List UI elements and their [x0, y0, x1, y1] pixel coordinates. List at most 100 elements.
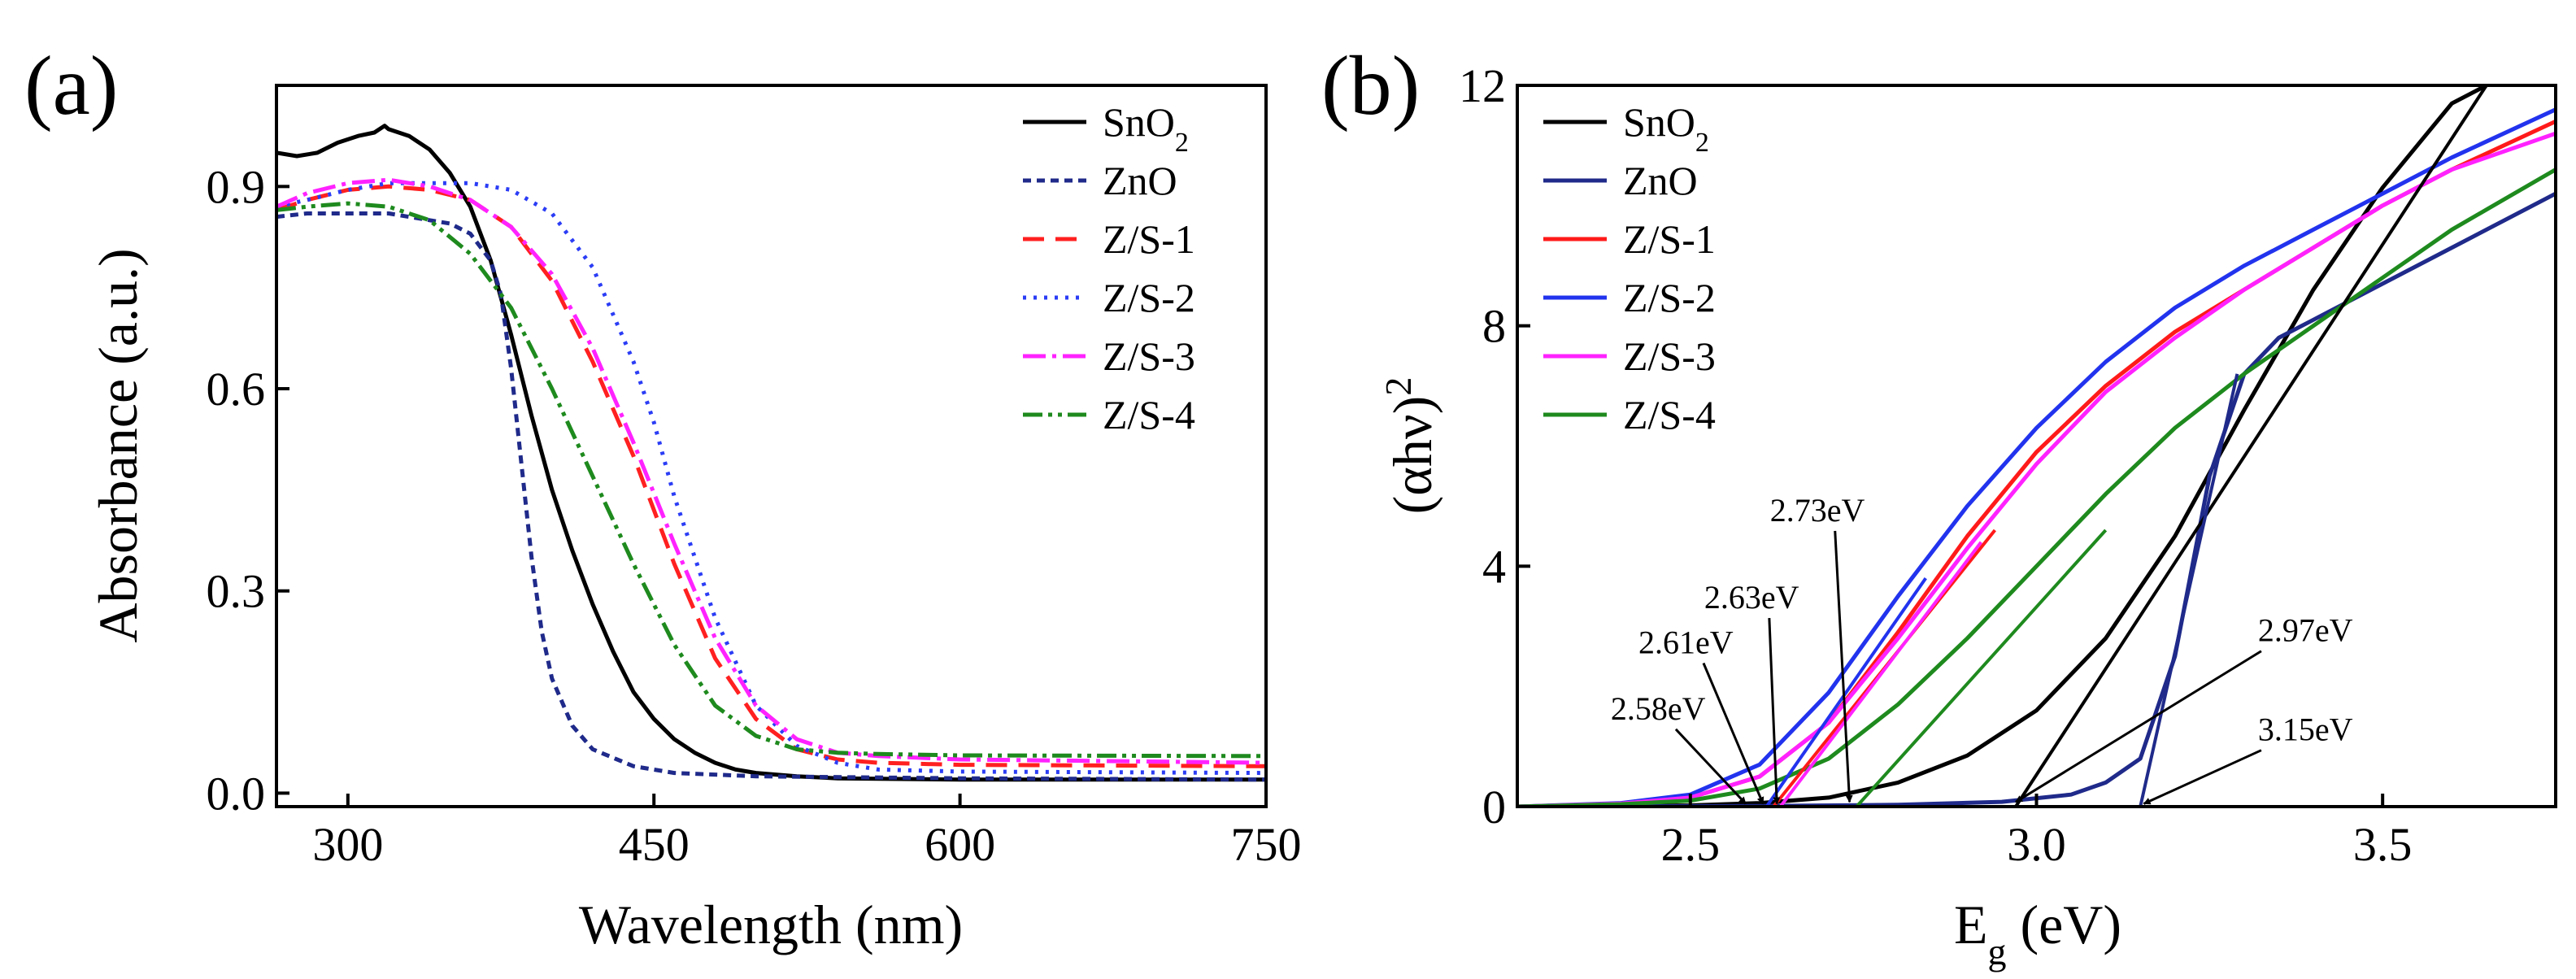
y-axis-a: 0.0 0.3 0.6 0.9 [207, 160, 289, 820]
x-tick-label-b-2.5: 2.5 [1661, 818, 1721, 871]
y-tick-a-1: 0.3 [207, 565, 289, 618]
x-tick-label-a-450: 450 [619, 818, 690, 871]
y-axis-label-a: Absorbance (a.u.) [87, 248, 149, 642]
y-tick-b-4: 4 [1482, 540, 1530, 593]
series-line-a-sno2 [276, 124, 1266, 782]
y-tick-label-b-12: 12 [1459, 59, 1506, 112]
annotation-label-2.58ev: 2.58eV [1611, 690, 1706, 727]
series-line-b-zs4 [1517, 168, 2556, 807]
legend-item-a-zs3: Z/S-3 [1023, 333, 1195, 379]
legend-item-a-zs1: Z/S-1 [1023, 216, 1195, 262]
y-tick-a-0: 0.0 [207, 767, 289, 820]
annotations-b: 2.58eV 2.61eV 2.63eV 2.73eV 2.97eV 3.15e… [1611, 492, 2353, 805]
tangent-line-b-zs2 [1764, 577, 1927, 807]
panel-a: (a) 300 450 600 750 0.0 0.3 0.6 0.9 Wave… [24, 39, 1302, 955]
x-axis-label-a: Wavelength (nm) [579, 894, 963, 955]
legend-label-a-zs4: Z/S-4 [1103, 392, 1195, 437]
legend-label-a-zs3: Z/S-3 [1103, 333, 1195, 379]
annotation-arrow-2.61ev [1702, 662, 1764, 805]
legend-a: SnO2 ZnO Z/S-1 Z/S-2 Z/S-3 Z/S-4 [1023, 99, 1195, 437]
series-line-b-zs3 [1517, 131, 2556, 807]
y-axis-b: 0 4 8 12 [1459, 59, 1530, 833]
series-line-a-zs1 [276, 184, 1266, 768]
y-tick-label-a-0: 0.0 [207, 767, 266, 820]
y-tick-label-b-4: 4 [1482, 540, 1506, 593]
legend-label-b-zs3: Z/S-3 [1623, 333, 1716, 379]
annotation-arrow-2.63ev [1768, 618, 1781, 805]
y-tick-b-8: 8 [1482, 300, 1530, 353]
panel-b: (b) 2.5 3.0 3.5 0 4 8 12 Eg (eV) [1321, 39, 2557, 972]
legend-item-b-zs2: Z/S-2 [1543, 275, 1716, 320]
annotation-label-2.61ev: 2.61eV [1638, 624, 1734, 661]
y-tick-b-0: 0 [1482, 781, 1530, 833]
legend-item-b-zno: ZnO [1543, 158, 1698, 203]
x-tick-label-a-600: 600 [925, 818, 995, 871]
x-tick-a-600: 600 [925, 794, 995, 871]
annotation-arrow-2.97ev [2015, 650, 2262, 803]
annotation-arrow-3.15ev [2143, 749, 2262, 805]
series-group-b [1517, 85, 2556, 807]
y-tick-label-b-8: 8 [1482, 300, 1506, 353]
annotation-2.63ev: 2.63eV [1704, 579, 1799, 805]
x-axis-b: 2.5 3.0 3.5 [1661, 794, 2413, 871]
series-group-a [276, 124, 1266, 782]
annotation-2.97ev: 2.97eV [2015, 612, 2353, 803]
x-tick-b-2.5: 2.5 [1661, 794, 1721, 871]
annotation-2.58ev: 2.58eV [1611, 690, 1747, 805]
legend-label-b-zno: ZnO [1623, 158, 1698, 203]
legend-label-b-sno2: SnO2 [1623, 99, 1709, 158]
legend-item-b-zs4: Z/S-4 [1543, 392, 1716, 437]
annotation-label-2.97ev: 2.97eV [2258, 612, 2353, 649]
x-tick-a-750: 750 [1231, 794, 1302, 871]
y-tick-a-2: 0.6 [207, 363, 289, 416]
annotation-label-2.73ev: 2.73eV [1770, 492, 1865, 529]
x-tick-label-b-3.0: 3.0 [2007, 818, 2066, 871]
annotation-2.61ev: 2.61eV [1638, 624, 1764, 805]
legend-item-a-zs4: Z/S-4 [1023, 392, 1195, 437]
x-tick-b-3.5: 3.5 [2353, 794, 2413, 871]
y-tick-label-a-1: 0.3 [207, 565, 266, 618]
plot-frame-a [275, 84, 1268, 808]
legend-item-b-sno2: SnO2 [1543, 99, 1709, 158]
legend-item-b-zs1: Z/S-1 [1543, 216, 1716, 262]
legend-item-a-sno2: SnO2 [1023, 99, 1189, 158]
annotation-label-3.15ev: 3.15eV [2258, 711, 2353, 748]
y-tick-label-a-3: 0.9 [207, 160, 266, 213]
series-line-a-zs3 [276, 177, 1266, 765]
x-tick-label-b-3.5: 3.5 [2353, 818, 2413, 871]
x-tick-a-300: 300 [312, 794, 383, 871]
legend-b: SnO2 ZnO Z/S-1 Z/S-2 Z/S-3 Z/S-4 [1543, 99, 1716, 437]
legend-label-b-zs4: Z/S-4 [1623, 392, 1716, 437]
annotation-arrow-2.58ev [1674, 728, 1747, 805]
x-axis-a: 300 450 600 750 [312, 794, 1302, 871]
tangent-line-b-zno [2139, 373, 2239, 807]
y-tick-a-3: 0.9 [207, 160, 289, 213]
legend-label-a-zs1: Z/S-1 [1103, 216, 1195, 262]
legend-item-b-zs3: Z/S-3 [1543, 333, 1716, 379]
tangent-line-b-zs4 [1855, 529, 2108, 807]
series-line-a-zs2 [276, 181, 1266, 776]
legend-item-a-zs2: Z/S-2 [1023, 275, 1195, 320]
x-tick-b-3.0: 3.0 [2007, 794, 2066, 871]
y-tick-label-b-0: 0 [1482, 781, 1506, 833]
y-axis-label-b: (αhν)2 [1377, 377, 1444, 515]
legend-label-a-zno: ZnO [1103, 158, 1177, 203]
panel-label-a: (a) [24, 39, 118, 133]
x-axis-label-b: Eg (eV) [1954, 894, 2121, 972]
annotation-2.73ev: 2.73eV [1770, 492, 1865, 803]
legend-label-a-zs2: Z/S-2 [1103, 275, 1195, 320]
tangent-line-b-sno2 [2014, 85, 2488, 807]
x-tick-a-450: 450 [619, 794, 690, 871]
annotation-arrow-2.73ev [1834, 530, 1853, 803]
y-tick-label-a-2: 0.6 [207, 363, 266, 416]
annotation-3.15ev: 3.15eV [2143, 711, 2353, 805]
series-line-a-zno [276, 211, 1266, 782]
legend-label-b-zs1: Z/S-1 [1623, 216, 1716, 262]
panel-label-b: (b) [1321, 39, 1420, 133]
annotation-label-2.63ev: 2.63eV [1704, 579, 1799, 616]
series-line-b-zs2 [1517, 107, 2556, 807]
legend-label-a-sno2: SnO2 [1103, 99, 1189, 158]
x-tick-label-a-750: 750 [1231, 818, 1302, 871]
y-tick-b-12: 12 [1459, 59, 1530, 112]
legend-item-a-zno: ZnO [1023, 158, 1177, 203]
